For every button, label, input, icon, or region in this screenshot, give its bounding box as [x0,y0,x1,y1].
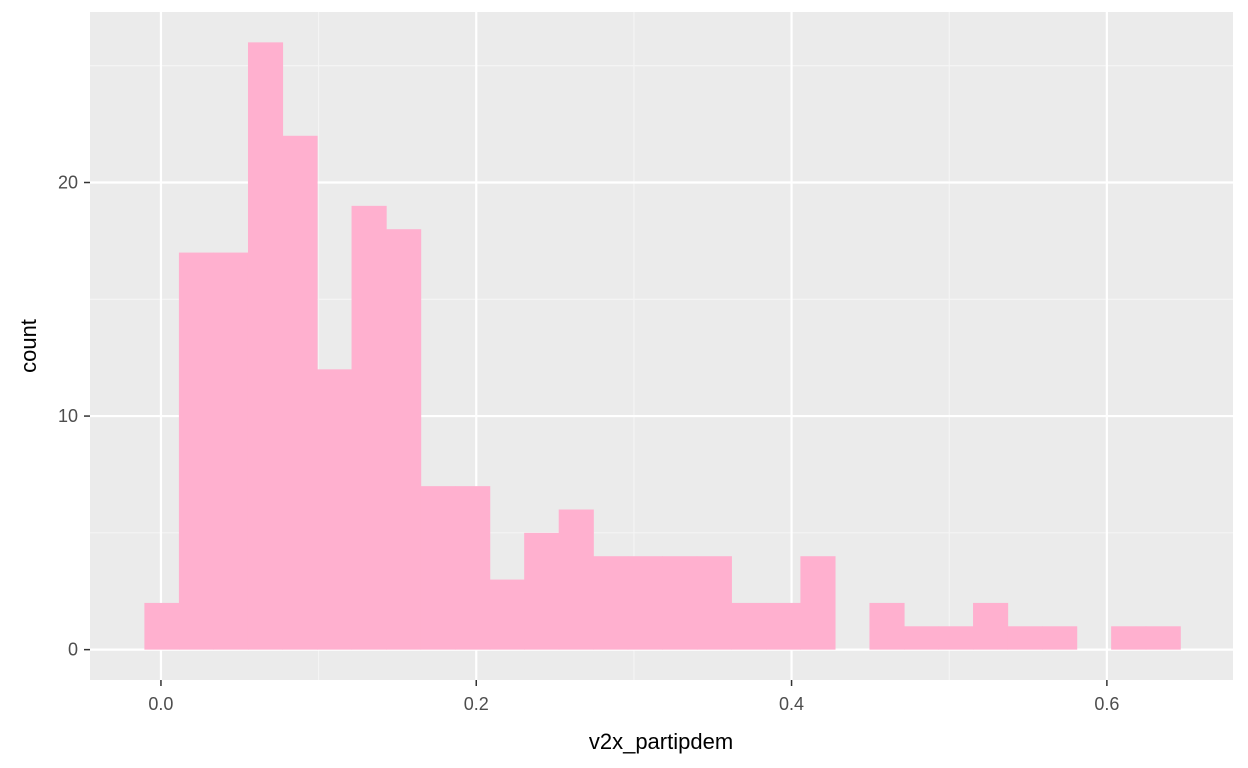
histogram-bar [489,579,525,650]
y-tick-label: 20 [58,173,78,193]
histogram-bar [938,626,974,650]
histogram-bar [558,509,594,650]
axis-ticks: 0.0 0.2 0.4 0.6 0 10 20 [58,173,1119,714]
histogram-bar [1111,626,1147,650]
histogram-bar [731,602,767,650]
histogram-bar [386,229,422,650]
y-tick-label: 0 [68,640,78,660]
histogram-bar [973,602,1009,650]
histogram-bar [178,252,215,650]
histogram-bars [144,42,1181,650]
histogram-bar [144,602,180,650]
histogram-bar [800,556,836,650]
histogram-bar [662,556,698,650]
histogram-bar [1145,626,1181,650]
histogram-bar [1042,626,1078,650]
histogram-bar [455,486,491,650]
x-tick-label: 0.0 [148,694,173,714]
histogram-bar [903,626,940,650]
histogram-bar [351,205,387,650]
x-tick-label: 0.4 [779,694,804,714]
histogram-bar [524,532,560,650]
x-axis-title: v2x_partipdem [589,729,733,754]
x-tick-label: 0.2 [464,694,489,714]
histogram-bar [213,252,249,650]
y-axis-title: count [16,319,41,373]
histogram-bar [282,135,318,650]
histogram-bar [593,556,629,650]
histogram-bar [765,602,801,650]
histogram-bar [317,369,353,650]
histogram-bar [696,556,732,650]
histogram-bar [869,602,905,650]
histogram-bar [247,42,284,650]
histogram-bar [1007,626,1043,650]
histogram-bar [627,556,663,650]
y-tick-label: 10 [58,406,78,426]
histogram-bar [420,486,456,650]
x-tick-label: 0.6 [1094,694,1119,714]
